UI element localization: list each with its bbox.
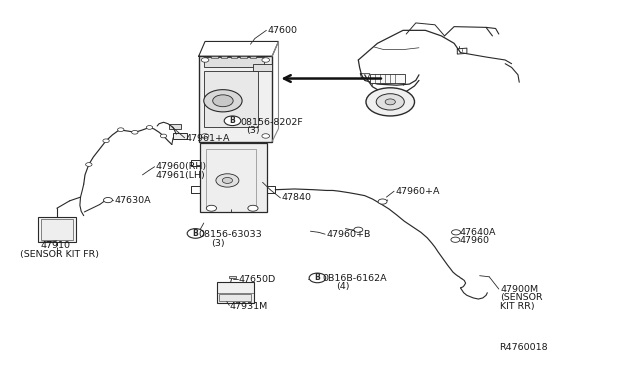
Circle shape — [354, 227, 363, 232]
Text: 47640A: 47640A — [460, 228, 496, 237]
Circle shape — [222, 177, 232, 183]
FancyBboxPatch shape — [216, 282, 253, 303]
Circle shape — [147, 126, 153, 129]
Text: KIT RR): KIT RR) — [500, 302, 534, 311]
FancyBboxPatch shape — [170, 124, 180, 129]
Text: 08156-8202F: 08156-8202F — [240, 118, 303, 127]
Text: 47840: 47840 — [282, 193, 312, 202]
Circle shape — [451, 237, 460, 242]
FancyBboxPatch shape — [240, 55, 246, 58]
FancyBboxPatch shape — [219, 294, 251, 301]
Text: 47900M: 47900M — [500, 285, 538, 294]
Text: 47961(LH): 47961(LH) — [156, 171, 205, 180]
FancyBboxPatch shape — [221, 55, 227, 58]
Circle shape — [216, 174, 239, 187]
Circle shape — [118, 128, 124, 132]
Text: B: B — [315, 273, 321, 282]
Text: B: B — [230, 116, 236, 125]
Circle shape — [378, 199, 387, 204]
Circle shape — [212, 95, 233, 107]
Circle shape — [262, 58, 269, 62]
Circle shape — [161, 134, 167, 138]
FancyBboxPatch shape — [41, 219, 73, 240]
Circle shape — [103, 139, 109, 142]
Circle shape — [262, 134, 269, 138]
Text: (SENSOR KIT FR): (SENSOR KIT FR) — [20, 250, 99, 259]
Text: 47630A: 47630A — [115, 196, 151, 205]
FancyBboxPatch shape — [370, 74, 405, 83]
Text: 47960+A: 47960+A — [396, 187, 440, 196]
Circle shape — [132, 131, 138, 134]
FancyBboxPatch shape — [229, 276, 236, 278]
Text: (3): (3) — [246, 126, 260, 135]
FancyBboxPatch shape — [230, 55, 237, 58]
FancyBboxPatch shape — [198, 56, 272, 141]
Text: (4): (4) — [336, 282, 349, 291]
Text: 47960(RH): 47960(RH) — [156, 162, 207, 171]
FancyBboxPatch shape — [211, 55, 218, 58]
FancyBboxPatch shape — [253, 64, 272, 71]
Text: 08156-63033: 08156-63033 — [198, 230, 262, 240]
Text: B: B — [193, 229, 198, 238]
Text: 47650D: 47650D — [239, 275, 276, 284]
Text: 47960+B: 47960+B — [326, 230, 371, 240]
Text: 47910: 47910 — [40, 241, 70, 250]
Circle shape — [86, 163, 92, 166]
Text: 47600: 47600 — [268, 26, 298, 35]
Circle shape — [224, 116, 241, 126]
FancyBboxPatch shape — [204, 71, 258, 127]
Text: 0B16B-6162A: 0B16B-6162A — [322, 274, 387, 283]
FancyBboxPatch shape — [250, 55, 256, 58]
Circle shape — [376, 94, 404, 110]
Circle shape — [385, 99, 396, 105]
Circle shape — [104, 198, 113, 203]
FancyBboxPatch shape — [38, 217, 76, 242]
Circle shape — [187, 229, 204, 238]
Circle shape — [204, 90, 242, 112]
Text: R4760018: R4760018 — [499, 343, 547, 352]
Circle shape — [309, 273, 326, 283]
Circle shape — [366, 88, 415, 116]
Circle shape — [201, 58, 209, 62]
Circle shape — [248, 205, 258, 211]
Circle shape — [201, 134, 209, 138]
FancyBboxPatch shape — [173, 133, 187, 138]
Text: (3): (3) — [211, 239, 225, 248]
FancyBboxPatch shape — [200, 143, 267, 212]
Circle shape — [452, 230, 461, 235]
Circle shape — [206, 205, 216, 211]
FancyBboxPatch shape — [204, 57, 264, 67]
Text: 47961+A: 47961+A — [186, 134, 230, 143]
Text: (SENSOR: (SENSOR — [500, 294, 543, 302]
Text: 47960: 47960 — [460, 236, 489, 246]
Text: 47931M: 47931M — [229, 302, 268, 311]
